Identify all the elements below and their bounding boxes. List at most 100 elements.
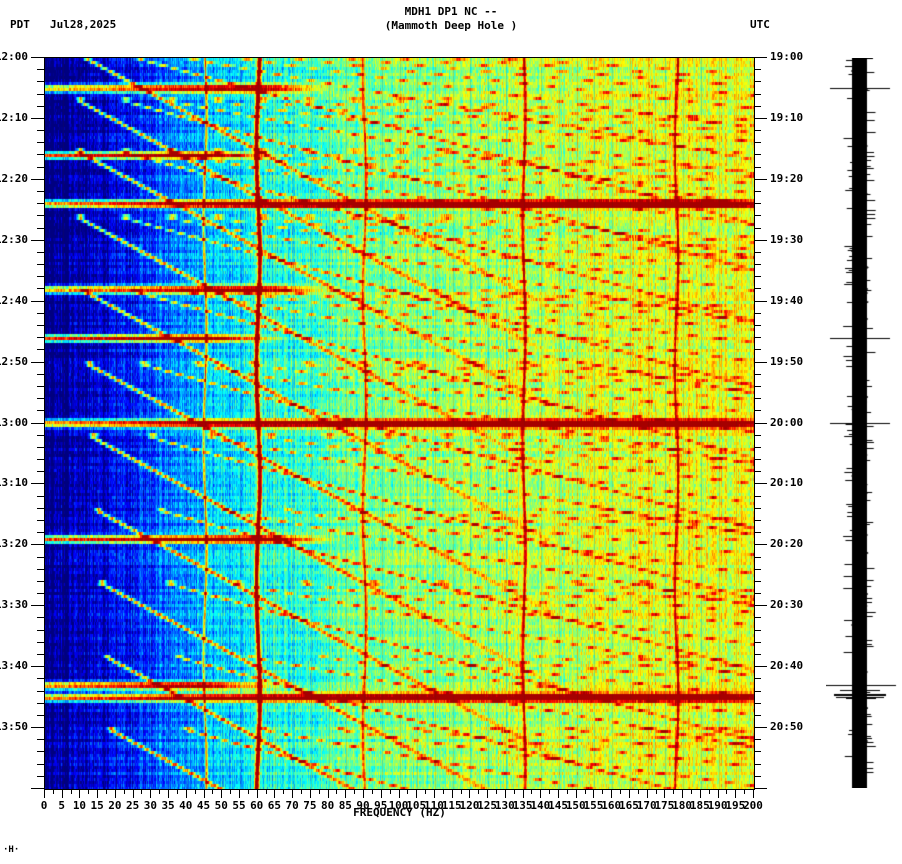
freq-tick-minor: [123, 789, 125, 794]
time-tick-major-left: [31, 57, 44, 58]
timezone-label-right: UTC: [750, 18, 770, 31]
time-tick-minor-right: [754, 593, 761, 595]
seismogram-trace-canvas: [826, 58, 902, 788]
time-tick-minor-left: [37, 203, 44, 205]
time-tick-minor-left: [37, 653, 44, 655]
time-label-pdt: 13:40: [0, 659, 28, 673]
freq-tick-minor: [495, 789, 497, 794]
freq-tick-label: 60: [250, 799, 264, 812]
time-tick-minor-right: [754, 251, 761, 253]
freq-tick-major: [469, 789, 471, 798]
freq-tick-minor: [690, 789, 692, 794]
time-label-pdt: 12:10: [0, 110, 28, 124]
freq-tick-minor: [265, 789, 267, 794]
time-tick-minor-left: [37, 678, 44, 680]
time-tick-minor-right: [754, 398, 761, 400]
station-name-title: (Mammoth Deep Hole ): [384, 19, 518, 32]
time-label-utc: 19:00: [770, 50, 804, 63]
time-tick-minor-right: [754, 312, 761, 314]
time-tick-major-right: [754, 300, 767, 302]
time-tick-minor-right: [754, 519, 761, 521]
time-label-pdt: 12:30: [0, 232, 28, 246]
time-tick-minor-right: [754, 471, 761, 473]
freq-tick-label: 150: [565, 799, 586, 812]
freq-tick-minor: [708, 789, 710, 794]
freq-tick-label: 85: [338, 799, 352, 812]
time-tick-major-left: [31, 300, 44, 302]
freq-tick-major: [504, 789, 506, 798]
time-tick-minor-right: [754, 763, 761, 765]
freq-tick-minor: [673, 789, 675, 794]
timezone-label-left: PDT: [10, 18, 30, 31]
freq-tick-label: 180: [672, 799, 693, 812]
freq-tick-major: [132, 789, 134, 798]
freq-tick-label: 55: [232, 799, 246, 812]
freq-tick-minor: [106, 789, 108, 794]
freq-tick-label: 190: [707, 799, 728, 812]
freq-tick-label: 155: [583, 799, 604, 812]
date-label: Jul28,2025: [50, 18, 117, 31]
freq-tick-major: [646, 789, 648, 798]
freq-tick-minor: [566, 789, 568, 794]
time-tick-minor-right: [754, 288, 761, 290]
freq-tick-minor: [176, 789, 178, 794]
time-tick-minor-left: [37, 325, 44, 327]
time-tick-major-right: [754, 117, 767, 119]
freq-tick-label: 160: [601, 799, 622, 812]
time-label-pdt: 13:30: [0, 598, 28, 612]
time-tick-minor-left: [37, 763, 44, 765]
freq-tick-label: 195: [725, 799, 746, 812]
freq-tick-minor: [726, 789, 728, 794]
freq-tick-label: 185: [689, 799, 710, 812]
freq-tick-major: [593, 789, 595, 798]
time-tick-minor-right: [754, 580, 761, 582]
time-tick-major-left: [31, 483, 44, 485]
time-tick-minor-left: [37, 130, 44, 132]
time-tick-minor-left: [37, 105, 44, 107]
spectrogram-canvas[interactable]: [45, 58, 754, 789]
freq-tick-minor: [194, 789, 196, 794]
time-tick-minor-left: [37, 593, 44, 595]
time-tick-minor-right: [754, 227, 761, 229]
time-tick-minor-left: [37, 276, 44, 278]
freq-tick-major: [451, 789, 453, 798]
time-tick-minor-left: [37, 81, 44, 83]
time-label-utc: 20:50: [770, 720, 804, 734]
freq-tick-label: 130: [494, 799, 515, 812]
time-label-pdt: 13:20: [0, 537, 28, 551]
time-tick-minor-left: [37, 507, 44, 509]
freq-tick-label: 105: [406, 799, 427, 812]
freq-tick-label: 30: [143, 799, 157, 812]
time-tick-minor-right: [754, 446, 761, 448]
time-tick-major-left: [31, 361, 44, 363]
time-tick-minor-right: [754, 276, 761, 278]
freq-tick-minor: [460, 789, 462, 794]
time-label-pdt: 13:10: [0, 476, 28, 490]
time-tick-minor-right: [754, 507, 761, 509]
freq-tick-label: 115: [441, 799, 462, 812]
time-tick-major-right: [754, 422, 767, 424]
time-tick-major-right: [754, 544, 767, 546]
time-tick-minor-right: [754, 617, 761, 619]
time-tick-major-left: [31, 727, 44, 729]
time-tick-minor-left: [37, 264, 44, 266]
freq-tick-minor: [318, 789, 320, 794]
freq-tick-minor: [637, 789, 639, 794]
time-tick-minor-right: [754, 690, 761, 692]
freq-tick-minor: [159, 789, 161, 794]
time-tick-minor-left: [37, 142, 44, 144]
time-tick-minor-left: [37, 166, 44, 168]
time-tick-minor-right: [754, 653, 761, 655]
freq-tick-major: [97, 789, 99, 798]
time-tick-minor-right: [754, 532, 761, 534]
freq-tick-major: [398, 789, 400, 798]
time-label-utc: 20:00: [770, 415, 804, 429]
time-label-utc: 19:10: [770, 110, 804, 124]
time-tick-minor-left: [37, 446, 44, 448]
freq-tick-label: 200: [743, 799, 763, 812]
freq-tick-major: [540, 789, 542, 798]
time-tick-minor-left: [37, 154, 44, 156]
freq-tick-label: 165: [618, 799, 639, 812]
time-tick-minor-left: [37, 471, 44, 473]
spectrogram-plot[interactable]: [44, 57, 755, 790]
